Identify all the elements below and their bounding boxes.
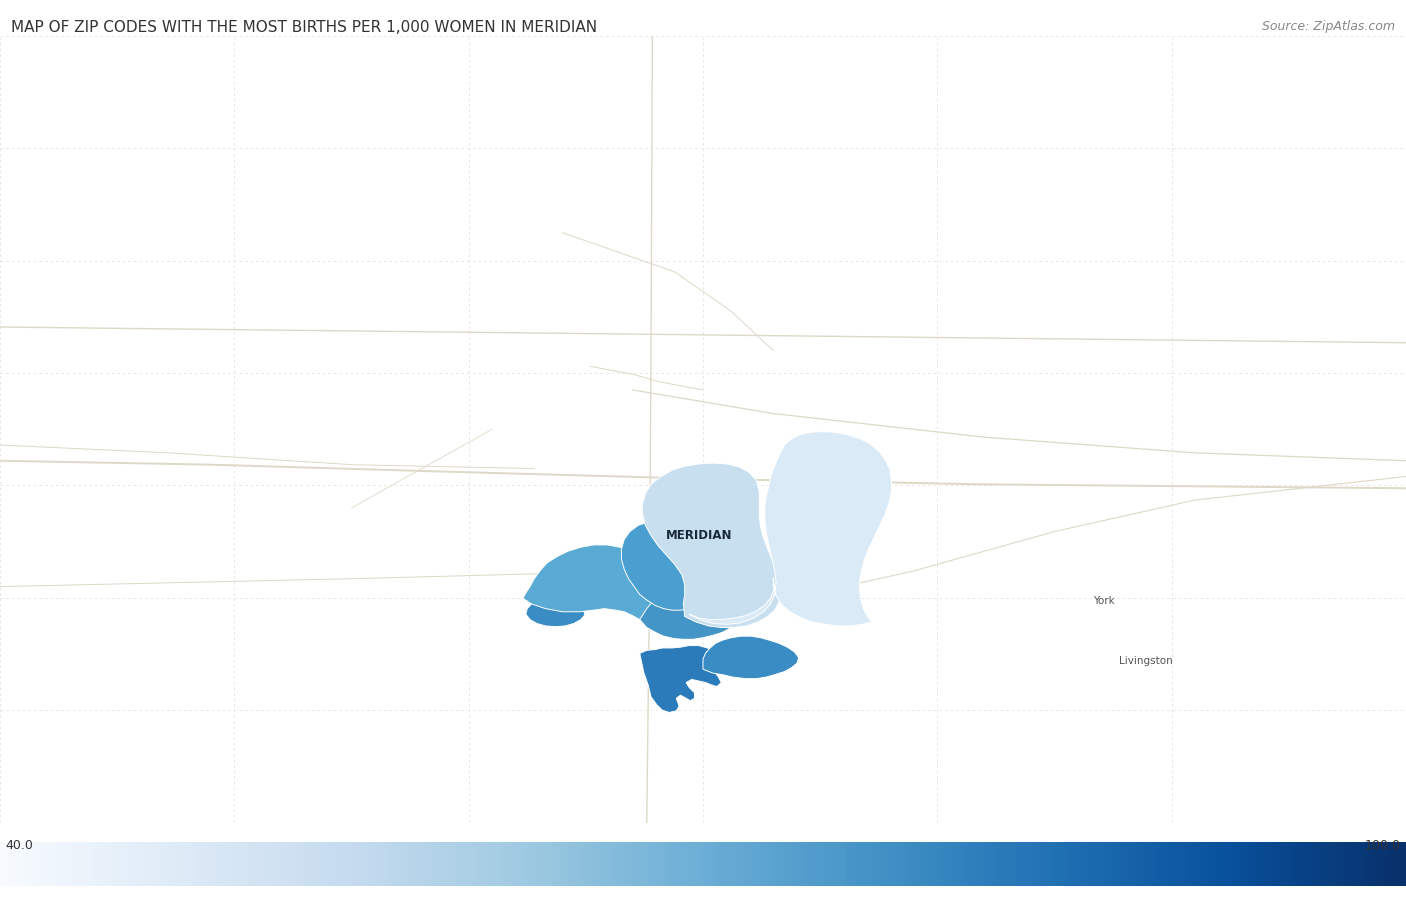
- Text: York: York: [1092, 596, 1115, 606]
- Polygon shape: [703, 636, 799, 679]
- Polygon shape: [640, 589, 745, 639]
- Polygon shape: [640, 645, 725, 712]
- Text: 100.0: 100.0: [1364, 840, 1400, 852]
- Text: MAP OF ZIP CODES WITH THE MOST BIRTHS PER 1,000 WOMEN IN MERIDIAN: MAP OF ZIP CODES WITH THE MOST BIRTHS PE…: [11, 20, 598, 35]
- Text: MERIDIAN: MERIDIAN: [665, 529, 733, 542]
- Polygon shape: [621, 522, 703, 610]
- Text: Source: ZipAtlas.com: Source: ZipAtlas.com: [1261, 20, 1395, 32]
- Text: Livingston: Livingston: [1119, 656, 1173, 666]
- Polygon shape: [526, 600, 585, 627]
- Text: 40.0: 40.0: [6, 840, 34, 852]
- Polygon shape: [689, 432, 891, 626]
- Polygon shape: [523, 545, 681, 624]
- Polygon shape: [643, 463, 780, 628]
